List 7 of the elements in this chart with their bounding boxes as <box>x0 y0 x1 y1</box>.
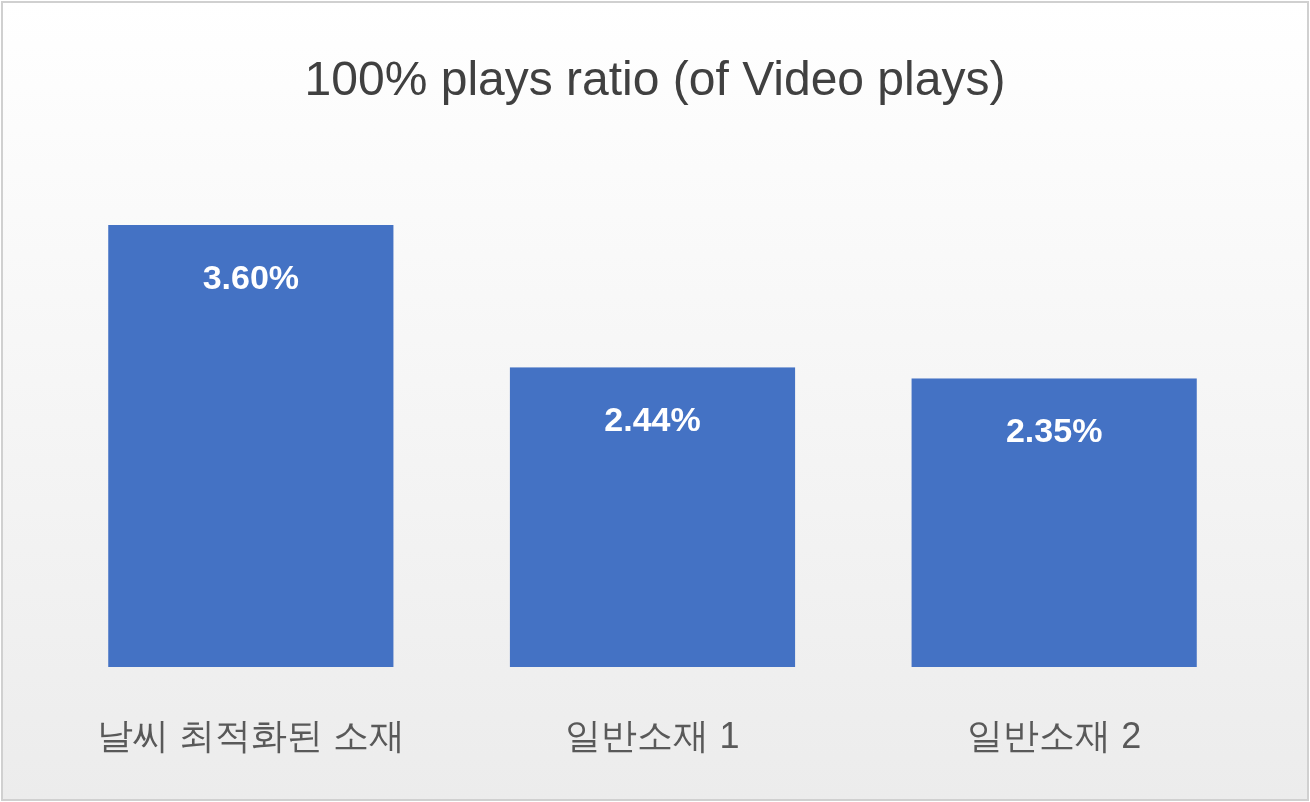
x-tick-label: 날씨 최적화된 소재 <box>96 715 405 756</box>
x-tick-label: 일반소재 2 <box>967 715 1142 756</box>
data-label: 2.35% <box>1005 411 1103 450</box>
data-label: 3.60% <box>202 258 300 296</box>
title: 100% plays ratio (of Video plays) <box>304 52 1006 105</box>
data-label: 2.44% <box>604 400 701 439</box>
x-tick-label: 일반소재 1 <box>565 715 740 756</box>
